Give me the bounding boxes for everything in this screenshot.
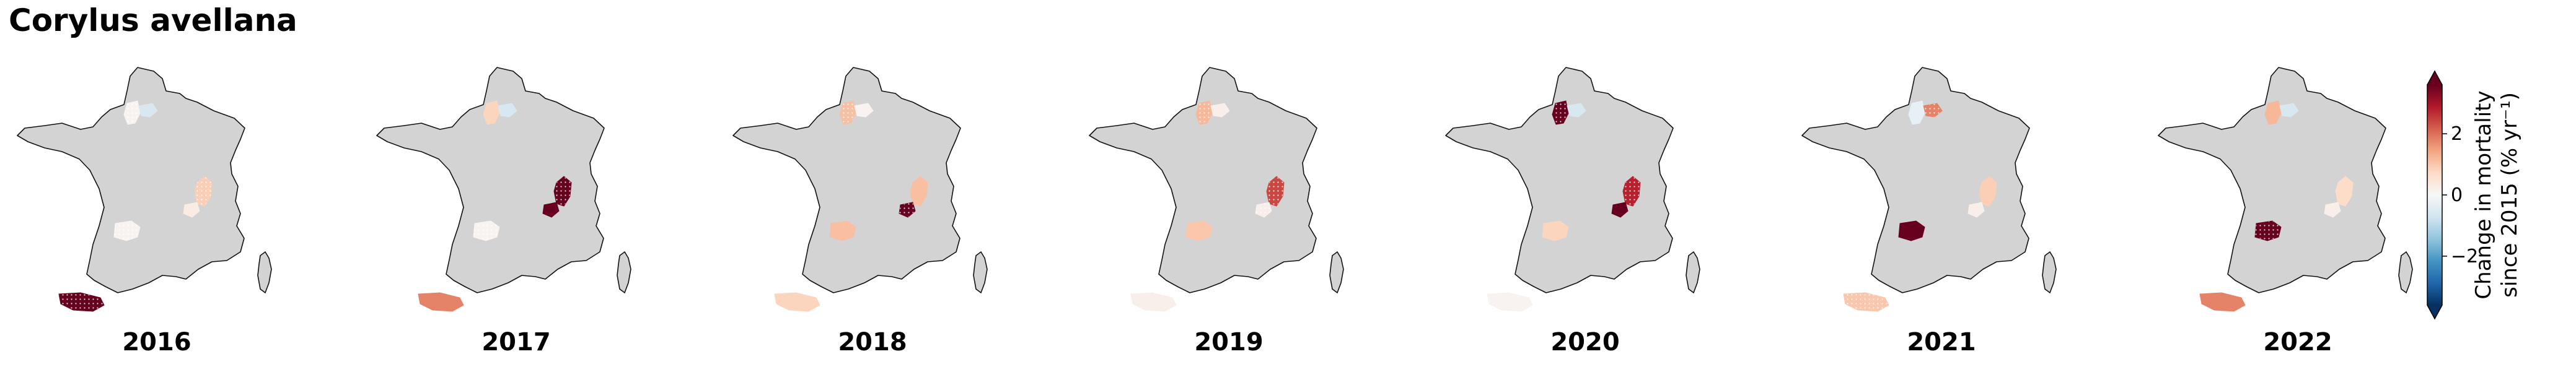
region-northeast (498, 103, 517, 118)
region-east (1979, 176, 1997, 207)
region-east-significance-hatch (195, 176, 212, 206)
map-panel-2017 (359, 59, 669, 313)
region-northeast-significance-hatch (1923, 103, 1942, 117)
region-eastinner-significance-hatch (899, 202, 915, 217)
year-label: 2017 (481, 328, 551, 356)
colorbar-label-line2: since 2015 (% yr⁻¹) (2497, 92, 2522, 298)
region-east-significance-hatch (1267, 176, 1284, 206)
map-panel-2019 (1072, 59, 1382, 313)
region-northeast (2279, 103, 2299, 118)
map-panel-2022 (2141, 59, 2451, 313)
region-east-significance-hatch (554, 176, 571, 206)
france-outline (732, 67, 988, 293)
region-southwest (418, 292, 464, 312)
region-north-significance-hatch (1196, 101, 1212, 124)
region-eastinner (1967, 202, 1985, 218)
colorbar-tick-label: 2 (2451, 123, 2463, 145)
map-panel-2016 (0, 59, 310, 313)
region-center (1185, 220, 1213, 241)
france-outline (17, 67, 272, 293)
region-center-significance-hatch (114, 221, 140, 241)
region-eastinner (183, 202, 200, 218)
region-northeast (1567, 103, 1586, 118)
map-panel-2020 (1428, 59, 1738, 313)
colorbar-gradient (2427, 85, 2442, 305)
france-outline (2158, 67, 2413, 293)
region-north (2264, 100, 2282, 125)
region-northeast (854, 103, 874, 118)
year-label: 2022 (2263, 328, 2332, 356)
year-label: 2016 (122, 328, 191, 356)
region-north (1908, 100, 1925, 125)
region-southwest (774, 292, 820, 312)
region-north-significance-hatch (1552, 101, 1568, 124)
region-east (910, 176, 928, 207)
colorbar-bottom-extend (2427, 305, 2442, 319)
france-outline (1801, 67, 2057, 293)
region-southwest (1487, 292, 1533, 312)
year-label: 2019 (1194, 328, 1264, 356)
region-eastinner (1611, 202, 1629, 218)
year-label: 2020 (1550, 328, 1620, 356)
region-northeast (138, 103, 158, 118)
region-southwest-significance-hatch (59, 293, 104, 311)
region-southwest (2199, 292, 2246, 312)
region-center (1542, 220, 1569, 241)
colorbar: 2 0 −2 Change in mortality since 2015 (% y… (2420, 70, 2569, 320)
year-label: 2018 (838, 328, 907, 356)
colorbar-label-line1: Change in mortality (2471, 90, 2496, 299)
region-southwest (1130, 292, 1177, 312)
region-east (2335, 176, 2354, 207)
map-panel-2018 (716, 59, 1026, 313)
region-eastinner (2324, 202, 2341, 218)
region-north-significance-hatch (124, 101, 140, 124)
region-center (829, 220, 856, 241)
region-eastinner (542, 202, 560, 218)
region-center (1898, 220, 1925, 241)
region-center-significance-hatch (473, 221, 499, 241)
colorbar-tick-label: 0 (2451, 184, 2463, 206)
region-northeast (1210, 103, 1230, 118)
region-southwest-significance-hatch (1844, 293, 1889, 311)
france-outline (1089, 67, 1344, 293)
chart-title: Corylus avellana (9, 2, 297, 38)
region-east-significance-hatch (1623, 176, 1640, 206)
region-center-significance-hatch (2255, 221, 2281, 241)
france-outline (1445, 67, 1700, 293)
colorbar-tick-label: −2 (2451, 246, 2478, 267)
year-label: 2021 (1907, 328, 1976, 356)
map-panel-2021 (1785, 59, 2095, 313)
region-north-significance-hatch (840, 101, 856, 124)
region-north (483, 100, 500, 125)
colorbar-top-extend (2427, 71, 2442, 85)
region-eastinner-significance-hatch (1255, 202, 1272, 217)
france-outline (376, 67, 631, 293)
